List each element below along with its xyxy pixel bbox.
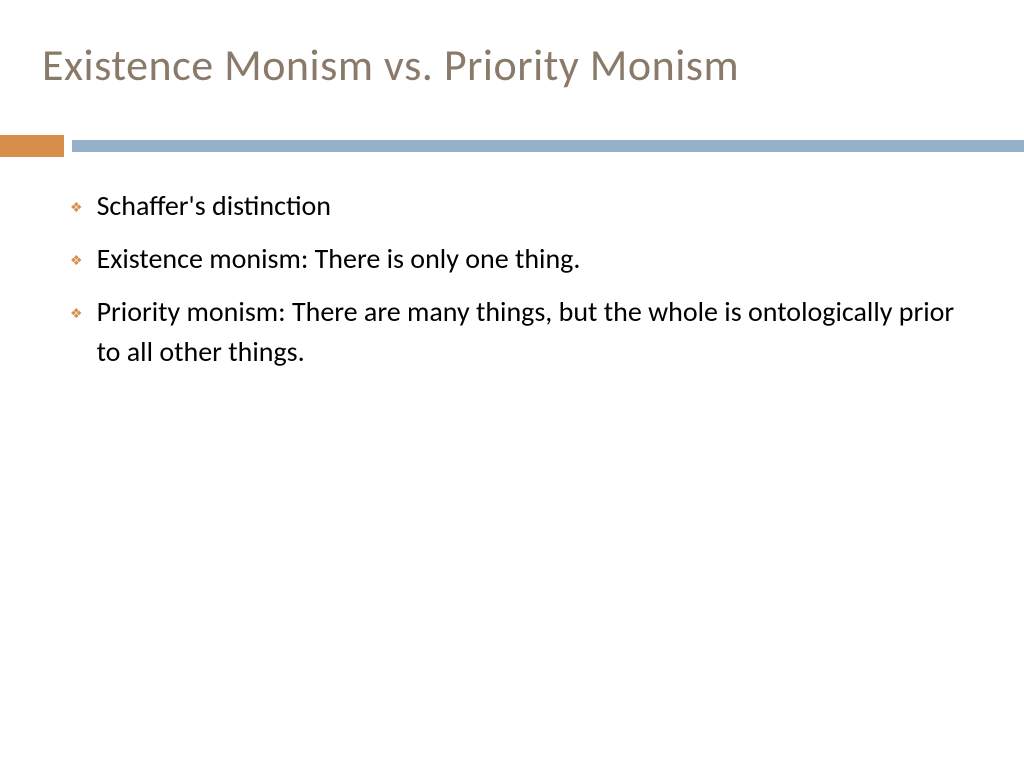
bullet-icon: ❖	[70, 198, 83, 218]
list-item: ❖ Priority monism: There are many things…	[70, 292, 964, 370]
slide-title: Existence Monism vs. Priority Monism	[42, 38, 739, 92]
accent-bar	[0, 135, 64, 157]
list-item: ❖ Schaffer's distinction	[70, 186, 964, 225]
bullet-icon: ❖	[70, 304, 83, 324]
list-item: ❖ Existence monism: There is only one th…	[70, 239, 964, 278]
bullet-text: Existence monism: There is only one thin…	[97, 239, 964, 278]
bullet-text: Schaffer's distinction	[97, 186, 964, 225]
main-bar	[72, 140, 1024, 152]
slide-content: ❖ Schaffer's distinction ❖ Existence mon…	[70, 186, 964, 385]
bullet-icon: ❖	[70, 251, 83, 271]
bullet-text: Priority monism: There are many things, …	[97, 292, 964, 370]
